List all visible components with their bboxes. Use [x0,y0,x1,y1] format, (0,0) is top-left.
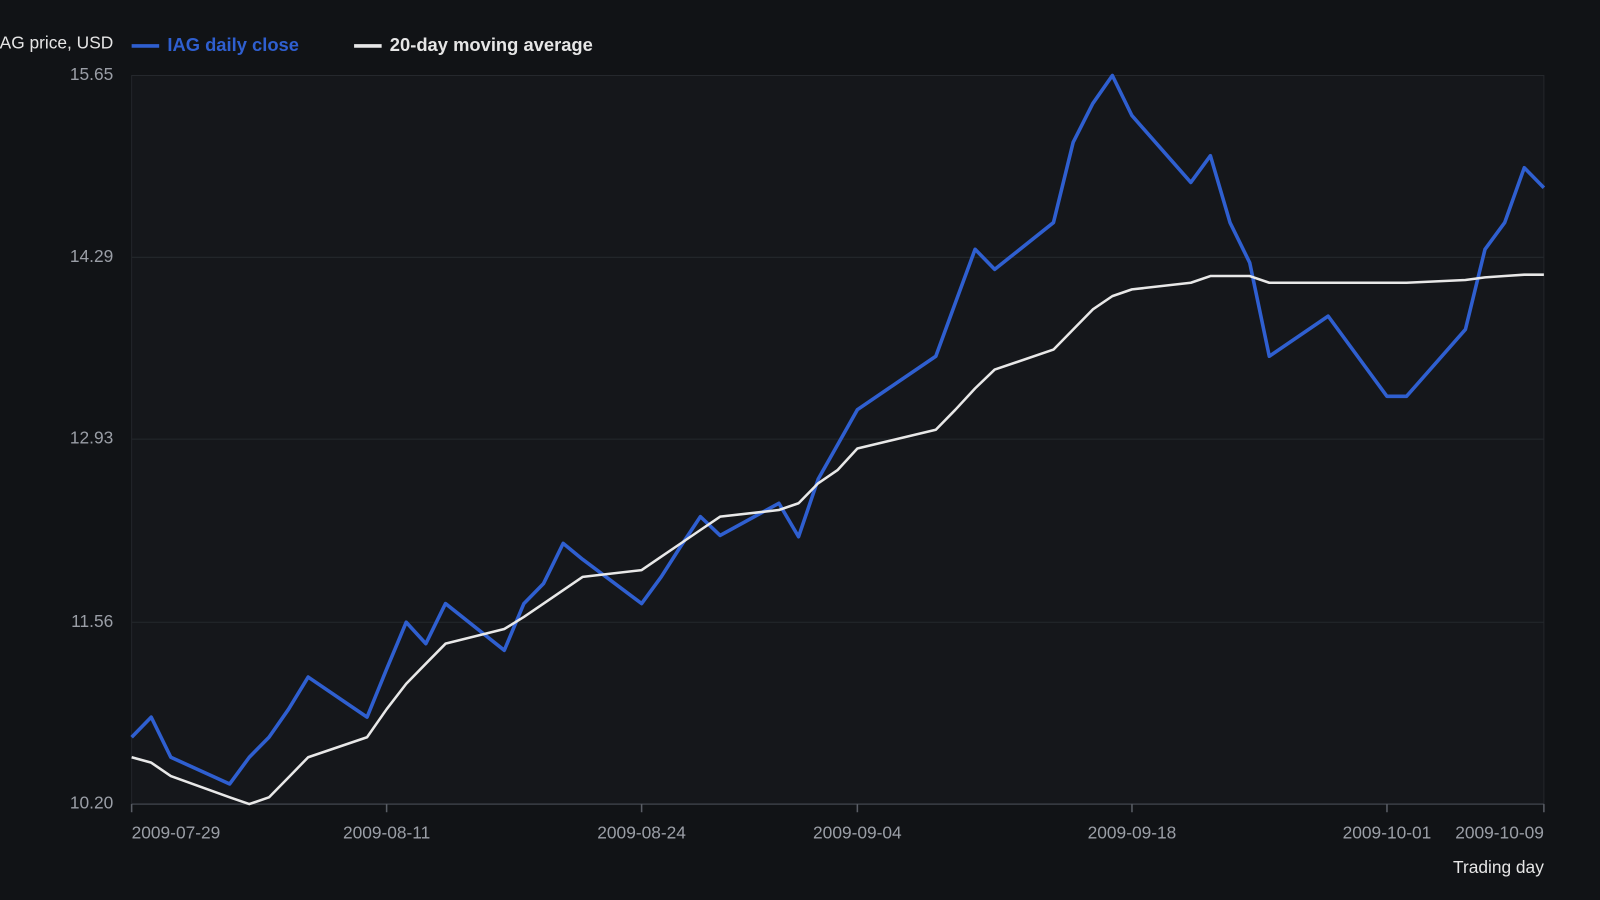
y-axis-label: IAG price, USD [0,32,113,52]
series-line [130,73,1546,786]
y-tick-label: 12.93 [70,428,113,448]
x-tick-label: 2009-08-24 [597,822,686,842]
x-tick-label: 2009-09-18 [1088,822,1177,842]
x-axis-label: Trading day [1453,857,1544,877]
legend-label: IAG daily close [167,34,299,55]
y-tick-label: 10.20 [70,793,113,813]
plot-area [131,75,1545,805]
x-tick-label: 2009-10-01 [1343,822,1432,842]
y-tick-label: 15.65 [70,64,113,84]
series-line [131,273,1544,806]
x-tick-label: 2009-07-29 [132,822,221,842]
x-tick-label: 2009-09-04 [813,822,902,842]
y-tick-label: 14.29 [70,246,113,266]
y-tick-label: 11.56 [71,611,113,631]
x-tick-label: 2009-08-11 [343,822,430,842]
x-tick-label: 2009-10-09 [1455,822,1544,842]
legend-label: 20-day moving average [390,34,593,55]
